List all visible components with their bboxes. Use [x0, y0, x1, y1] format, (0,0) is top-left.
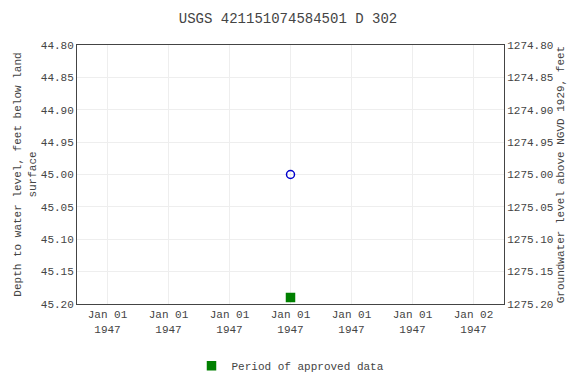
- svg-text:44.95: 44.95: [41, 137, 74, 149]
- svg-text:44.85: 44.85: [41, 72, 74, 84]
- svg-text:1275.15: 1275.15: [507, 266, 553, 278]
- svg-text:Jan 021947: Jan 021947: [454, 309, 494, 335]
- svg-text:Depth to water level, feet bel: Depth to water level, feet below landsur…: [12, 52, 38, 296]
- svg-text:Jan 011947: Jan 011947: [271, 309, 311, 335]
- svg-text:Jan 011947: Jan 011947: [88, 309, 128, 335]
- svg-text:Jan 011947: Jan 011947: [393, 309, 433, 335]
- svg-text:45.05: 45.05: [41, 202, 74, 214]
- svg-text:1275.05: 1275.05: [507, 202, 553, 214]
- svg-text:Period of approved data: Period of approved data: [232, 361, 384, 373]
- svg-text:45.10: 45.10: [41, 234, 74, 246]
- svg-text:1274.85: 1274.85: [507, 72, 553, 84]
- svg-text:Groundwater level above NGVD 1: Groundwater level above NGVD 1929, feet: [555, 46, 567, 303]
- svg-text:1275.20: 1275.20: [507, 299, 553, 311]
- svg-text:44.90: 44.90: [41, 105, 74, 117]
- svg-text:44.80: 44.80: [41, 40, 74, 52]
- svg-text:Jan 011947: Jan 011947: [210, 309, 250, 335]
- svg-text:USGS 421151074584501 D 302: USGS 421151074584501 D 302: [179, 11, 397, 27]
- svg-text:45.20: 45.20: [41, 299, 74, 311]
- svg-text:1274.90: 1274.90: [507, 105, 553, 117]
- svg-text:1274.80: 1274.80: [507, 40, 553, 52]
- svg-text:1275.00: 1275.00: [507, 169, 553, 181]
- svg-text:Jan 011947: Jan 011947: [332, 309, 372, 335]
- svg-text:1275.10: 1275.10: [507, 234, 553, 246]
- svg-text:Jan 011947: Jan 011947: [149, 309, 189, 335]
- svg-text:45.00: 45.00: [41, 169, 74, 181]
- svg-text:1274.95: 1274.95: [507, 137, 553, 149]
- svg-text:45.15: 45.15: [41, 266, 74, 278]
